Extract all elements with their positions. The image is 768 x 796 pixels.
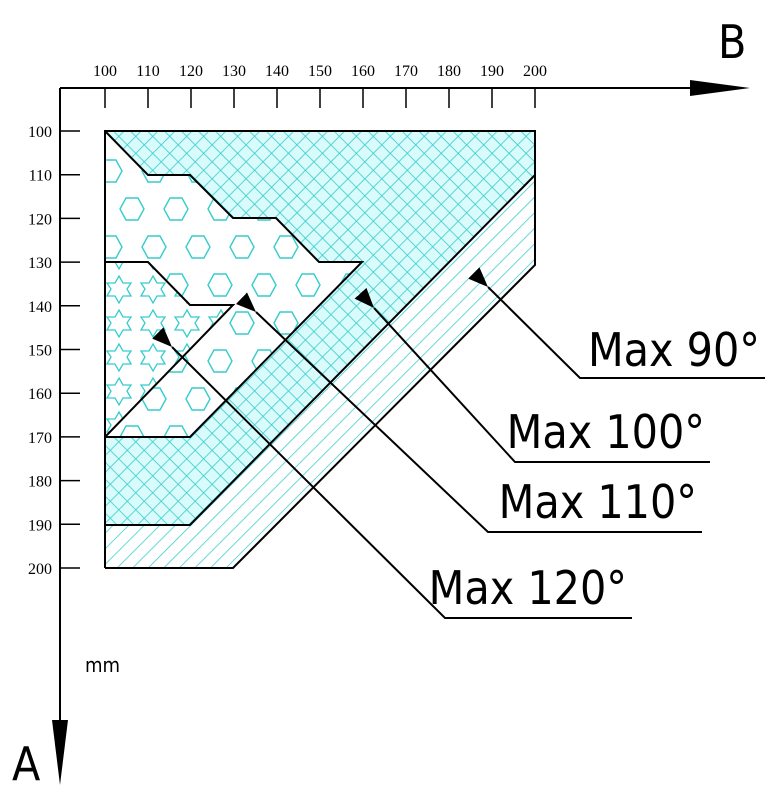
- x-tick-label: 160: [351, 63, 375, 80]
- region-max-90: [105, 175, 535, 568]
- x-tick-label: 180: [437, 63, 461, 80]
- x-tick-label: 120: [179, 63, 203, 80]
- x-tick-label: 140: [265, 63, 289, 80]
- x-tick-label: 110: [136, 63, 159, 80]
- y-tick-label: 180: [28, 474, 52, 491]
- y-tick-label: 160: [28, 386, 52, 403]
- x-tick-label: 200: [523, 63, 547, 80]
- y-tick-label: 170: [28, 430, 52, 447]
- x-tick-label: 170: [394, 63, 418, 80]
- y-tick-label: 150: [28, 343, 52, 360]
- x-tick-label: 190: [480, 63, 504, 80]
- y-tick-label: 100: [28, 124, 52, 141]
- region-label: Max 120°: [429, 561, 627, 615]
- region-label: Max 100°: [507, 405, 705, 459]
- x-arrow: [690, 80, 750, 96]
- y-tick-label: 190: [28, 517, 52, 534]
- y-tick-label: 110: [29, 168, 52, 185]
- x-tick-label: 100: [93, 63, 117, 80]
- y-tick-label: 130: [28, 255, 52, 272]
- unit-label: mm: [85, 653, 120, 677]
- region-label: Max 110°: [499, 475, 697, 529]
- y-tick-label: 140: [28, 299, 52, 316]
- y-tick-label: 200: [28, 561, 52, 578]
- y-arrow: [52, 720, 68, 785]
- region-label: Max 90°: [588, 323, 760, 377]
- x-tick-label: 150: [308, 63, 332, 80]
- leaders: [152, 267, 765, 619]
- x-axis-label: B: [718, 15, 746, 69]
- y-axis-label: A: [12, 737, 40, 791]
- region-borders: [104, 130, 536, 569]
- y-tick-label: 120: [28, 211, 52, 228]
- x-tick-label: 130: [222, 63, 246, 80]
